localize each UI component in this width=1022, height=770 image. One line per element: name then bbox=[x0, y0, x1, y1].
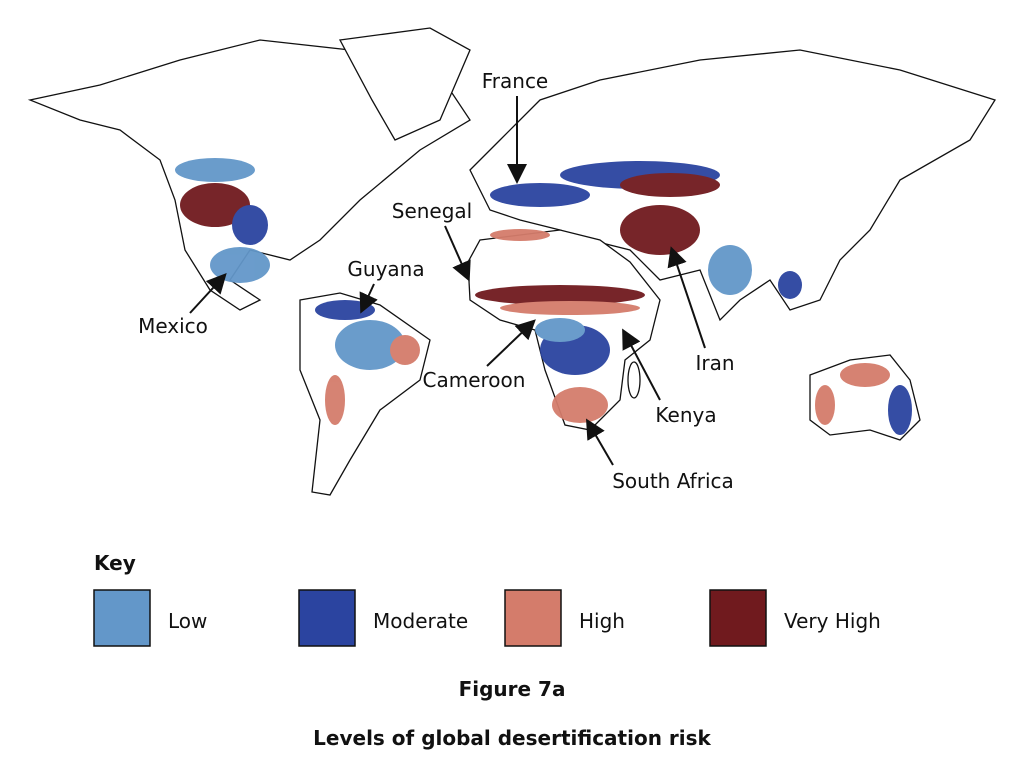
place-label: Iran bbox=[695, 351, 734, 375]
place-label: Kenya bbox=[655, 403, 716, 427]
risk-areas bbox=[175, 158, 912, 435]
callouts: France Senegal Guyana Mexico Cameroon Ir… bbox=[138, 69, 734, 493]
arrow bbox=[486, 319, 536, 367]
key-label: High bbox=[579, 609, 625, 633]
key-title: Key bbox=[94, 551, 136, 575]
arrow bbox=[667, 246, 706, 349]
figure-number: Figure 7a bbox=[459, 677, 566, 701]
place-label: South Africa bbox=[612, 469, 734, 493]
key-label: Low bbox=[168, 609, 207, 633]
key-label: Moderate bbox=[373, 609, 468, 633]
place-label: Senegal bbox=[392, 199, 473, 223]
key-swatch bbox=[298, 589, 356, 647]
place-label: Cameroon bbox=[423, 368, 526, 392]
madagascar bbox=[627, 361, 641, 399]
greenland bbox=[338, 27, 471, 141]
figure-caption: Levels of global desertification risk bbox=[313, 726, 711, 750]
key: Key Low Moderate High Very High bbox=[93, 551, 881, 647]
world-map bbox=[27, 27, 996, 496]
key-swatch bbox=[93, 589, 151, 647]
arrow bbox=[444, 225, 471, 282]
place-label: France bbox=[482, 69, 549, 93]
arrow bbox=[359, 283, 378, 314]
place-label: Mexico bbox=[138, 314, 208, 338]
arrow bbox=[622, 328, 661, 401]
key-swatch bbox=[504, 589, 562, 647]
place-label: Guyana bbox=[347, 257, 424, 281]
key-label: Very High bbox=[784, 609, 881, 633]
arrow bbox=[189, 273, 227, 314]
arrow bbox=[585, 418, 614, 466]
key-swatch bbox=[709, 589, 767, 647]
